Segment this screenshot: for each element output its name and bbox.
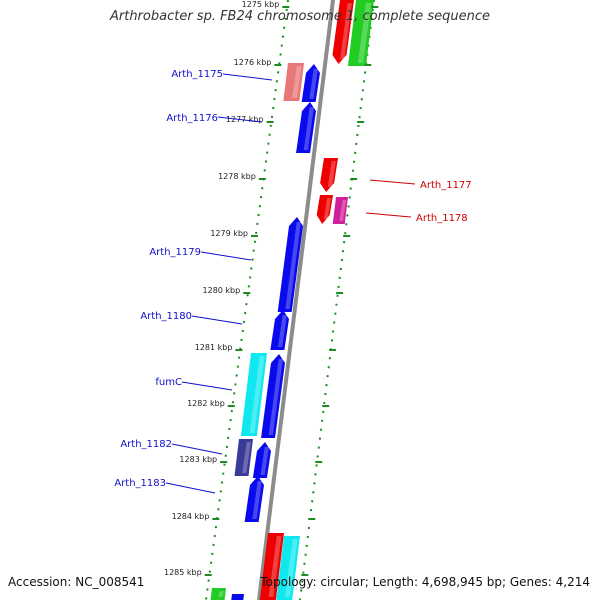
leader-line	[369, 179, 416, 185]
gene-arth1175-pink-shade	[292, 66, 302, 98]
gene-arth1177	[320, 158, 338, 192]
leader-line	[200, 251, 252, 261]
leader-line	[217, 116, 263, 123]
right-outer-dots	[299, 0, 375, 600]
gene-bottom-green	[210, 588, 226, 600]
left-outer-dots	[205, 0, 289, 600]
gene-top-green-shade	[357, 3, 372, 63]
leader-line	[181, 381, 233, 391]
tick-label: 1281 kbp	[195, 343, 233, 352]
leader-line	[171, 443, 223, 455]
gene-arth1182-shade	[260, 447, 269, 475]
tick-label: 1280 kbp	[203, 286, 241, 295]
tick-label: 1285 kbp	[164, 568, 202, 577]
gene-arth1179-shade	[285, 222, 301, 309]
gene-label: Arth_1182	[120, 439, 172, 450]
gene-arth1179	[277, 217, 303, 312]
gene-arth1175-pink	[283, 63, 304, 101]
accession-text: Accession: NC_008541	[8, 575, 145, 589]
gene-arth1178	[316, 195, 333, 224]
gene-label: Arth_1180	[140, 311, 192, 322]
tick-label: 1275 kbp	[242, 0, 280, 9]
gene-fumc-blue-shade	[268, 359, 283, 435]
gene-fumc	[240, 353, 267, 436]
gene-bottom-red-shade	[268, 536, 282, 597]
leader-line	[165, 482, 216, 494]
gene-label: Arth_1183	[114, 478, 166, 489]
gene-features	[210, 0, 374, 600]
gene-bottom-red	[259, 533, 284, 600]
gene-labels: Arth_1175 Arth_1176 Arth_1177 Arth_1178 Arth…	[114, 69, 472, 494]
gene-bottom-cyan	[276, 536, 300, 600]
summary-text: Topology: circular; Length: 4,698,945 bp…	[260, 575, 590, 589]
gene-arth1178-shade	[323, 198, 332, 219]
gene-arth1176	[296, 102, 316, 153]
gene-arth1183	[244, 476, 264, 522]
gene-arth1180-shade	[278, 315, 287, 347]
leader-line	[222, 73, 273, 81]
leader-line	[365, 212, 412, 218]
map-title: Arthrobacter sp. FB24 chromosome 1, comp…	[109, 9, 491, 24]
tick-marks: 1275 kbp 1276 kbp 1277 kbp 1278 kbp 1279 kbp…	[164, 0, 379, 577]
leader-line	[191, 315, 243, 325]
gene-top-red-shade	[340, 3, 352, 59]
gene-bottom-blue	[231, 594, 244, 600]
gene-fumc-shade	[249, 356, 265, 433]
backbone	[257, 0, 335, 600]
gene-fumc-blue	[261, 354, 285, 438]
gene-arth1178-magenta	[332, 197, 348, 224]
gene-label: fumC	[155, 377, 182, 388]
gene-arth1178-magenta-shade	[339, 200, 347, 221]
tick-label: 1276 kbp	[234, 58, 272, 67]
tick-label: 1283 kbp	[179, 455, 217, 464]
gene-arth1180	[270, 310, 289, 350]
gene-label: Arth_1178	[416, 213, 468, 224]
gene-arth1177-shade	[327, 161, 336, 187]
gene-label: Arth_1176	[166, 113, 218, 124]
tick-label: 1282 kbp	[187, 399, 225, 408]
gene-label: Arth_1179	[149, 247, 201, 258]
tick-label: 1278 kbp	[218, 172, 256, 181]
gene-bottom-cyan-shade	[285, 539, 298, 597]
tick-label: 1284 kbp	[172, 512, 210, 521]
dotted-guides	[205, 0, 375, 600]
gene-arth1175	[301, 64, 320, 102]
gene-arth1176-shade	[303, 107, 314, 150]
gene-arth1182	[252, 442, 271, 478]
gene-arth1175-shade	[309, 69, 318, 99]
tick-label: 1279 kbp	[210, 229, 248, 238]
gene-arth1183-shade	[252, 481, 262, 519]
gene-arth1182-navy	[234, 439, 253, 476]
gene-top-red	[332, 0, 354, 64]
backbone-line	[257, 0, 335, 600]
tick-label: 1277 kbp	[226, 115, 264, 124]
gene-arth1182-navy-shade	[242, 442, 251, 473]
gene-top-green	[347, 0, 374, 66]
gene-label: Arth_1175	[171, 69, 223, 80]
gene-label: Arth_1177	[420, 180, 472, 191]
gene-bottom-green-shade	[218, 591, 224, 597]
